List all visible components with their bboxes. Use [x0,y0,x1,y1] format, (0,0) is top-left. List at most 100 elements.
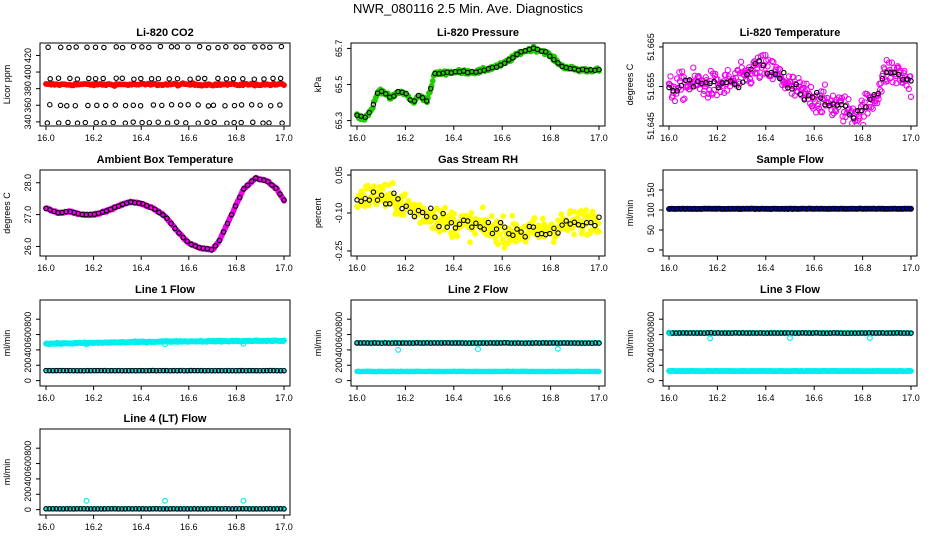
point-raw [874,99,881,107]
point-std-high [270,75,276,82]
point-raw [770,58,777,66]
point-avg [493,64,500,70]
x-tick-label: 16.0 [348,393,366,403]
point-avg [736,330,742,336]
point-avg [588,219,594,226]
point-avg [392,340,399,346]
y-axis-label: kPa [313,77,323,93]
point-avg [208,246,215,253]
point-avg [501,224,508,230]
point-avg [253,367,260,374]
point-avg [831,330,837,336]
point-avg [512,340,518,346]
y-tick-label: 0 [646,247,656,252]
point-avg [74,367,80,374]
point-raw [354,204,361,210]
point-avg [427,340,434,346]
y-tick-label: 51.655 [646,73,656,101]
point-avg [464,218,471,224]
point-avg [274,506,280,512]
y-tick-label: 400 [334,342,344,357]
point-avg [542,49,549,55]
y-tick-label: 28.0 [23,174,33,192]
point-raw [889,79,896,86]
point-raw [679,68,686,75]
point-avg [371,340,378,346]
point-raw [732,74,740,82]
point-avg [98,506,104,512]
point-avg [170,367,177,374]
point-avg [212,243,219,249]
point-std-high [251,76,258,82]
point-std-high [148,76,155,82]
point-raw [539,215,546,222]
point-avg [267,367,273,374]
point-avg [184,367,191,374]
point-avg [419,95,426,101]
point-avg [725,330,732,336]
data-points [43,337,287,374]
point-avg [136,506,142,512]
point-raw [371,183,378,190]
point-avg [216,237,223,244]
point-std-low [279,120,285,125]
point-avg [265,178,271,185]
y-tick-label: 360 [23,98,33,113]
point-std-high [223,44,229,50]
x-tick-label: 16.6 [180,133,198,143]
y-axis-label: percent [313,197,323,228]
y-tick-label: 420 [23,48,33,63]
point-avg [243,506,249,512]
point-raw [907,93,915,100]
point-avg [797,91,804,97]
point-avg [592,222,598,229]
point-raw [531,215,538,221]
point-avg [70,506,77,512]
point-std-low [146,119,153,125]
plot-frame [662,42,918,127]
panel-title: Li-820 Temperature [740,27,841,39]
point-avg [244,182,251,188]
point-dips [83,341,90,348]
point-avg [683,330,690,336]
x-tick-label: 16.8 [542,263,560,273]
point-avg [540,340,546,346]
point-avg [493,226,500,232]
point-avg [432,214,438,220]
point-avg [260,367,267,374]
point-avg [188,367,194,374]
point-avg [387,201,393,207]
point-raw [364,182,371,189]
point-dips [787,335,793,341]
point-std-low [155,119,161,125]
x-tick-label: 17.0 [275,393,293,403]
x-tick-label: 16.4 [757,133,775,143]
point-avg [809,94,816,101]
point-std-low [257,102,263,108]
point-avg [707,80,713,87]
point-avg [803,330,809,336]
y-tick-label: 200 [23,358,33,373]
point-avg [385,340,392,346]
point-std-low [55,120,62,125]
point-std-high [119,75,126,82]
point-std-high [57,44,64,51]
y-tick-label: 65.7 [334,40,344,58]
y-tick-label: 600 [334,327,344,342]
point-raw [754,54,762,61]
point-avg [264,506,270,512]
y-tick-label: 51.645 [646,112,656,140]
point-avg [270,367,277,374]
point-std-high [113,75,119,81]
point-raw [479,204,486,211]
point-std-high [146,44,152,51]
point-avg [368,340,374,346]
point-std-low [72,102,79,109]
point-avg [81,368,87,374]
point-avg [455,340,462,346]
point-std-high [92,75,99,82]
y-tick-label: 150 [646,182,656,197]
panel-temp: Li-820 Temperature degrees C 51.645 51.655 5… [625,27,920,143]
point-avg [510,232,516,239]
